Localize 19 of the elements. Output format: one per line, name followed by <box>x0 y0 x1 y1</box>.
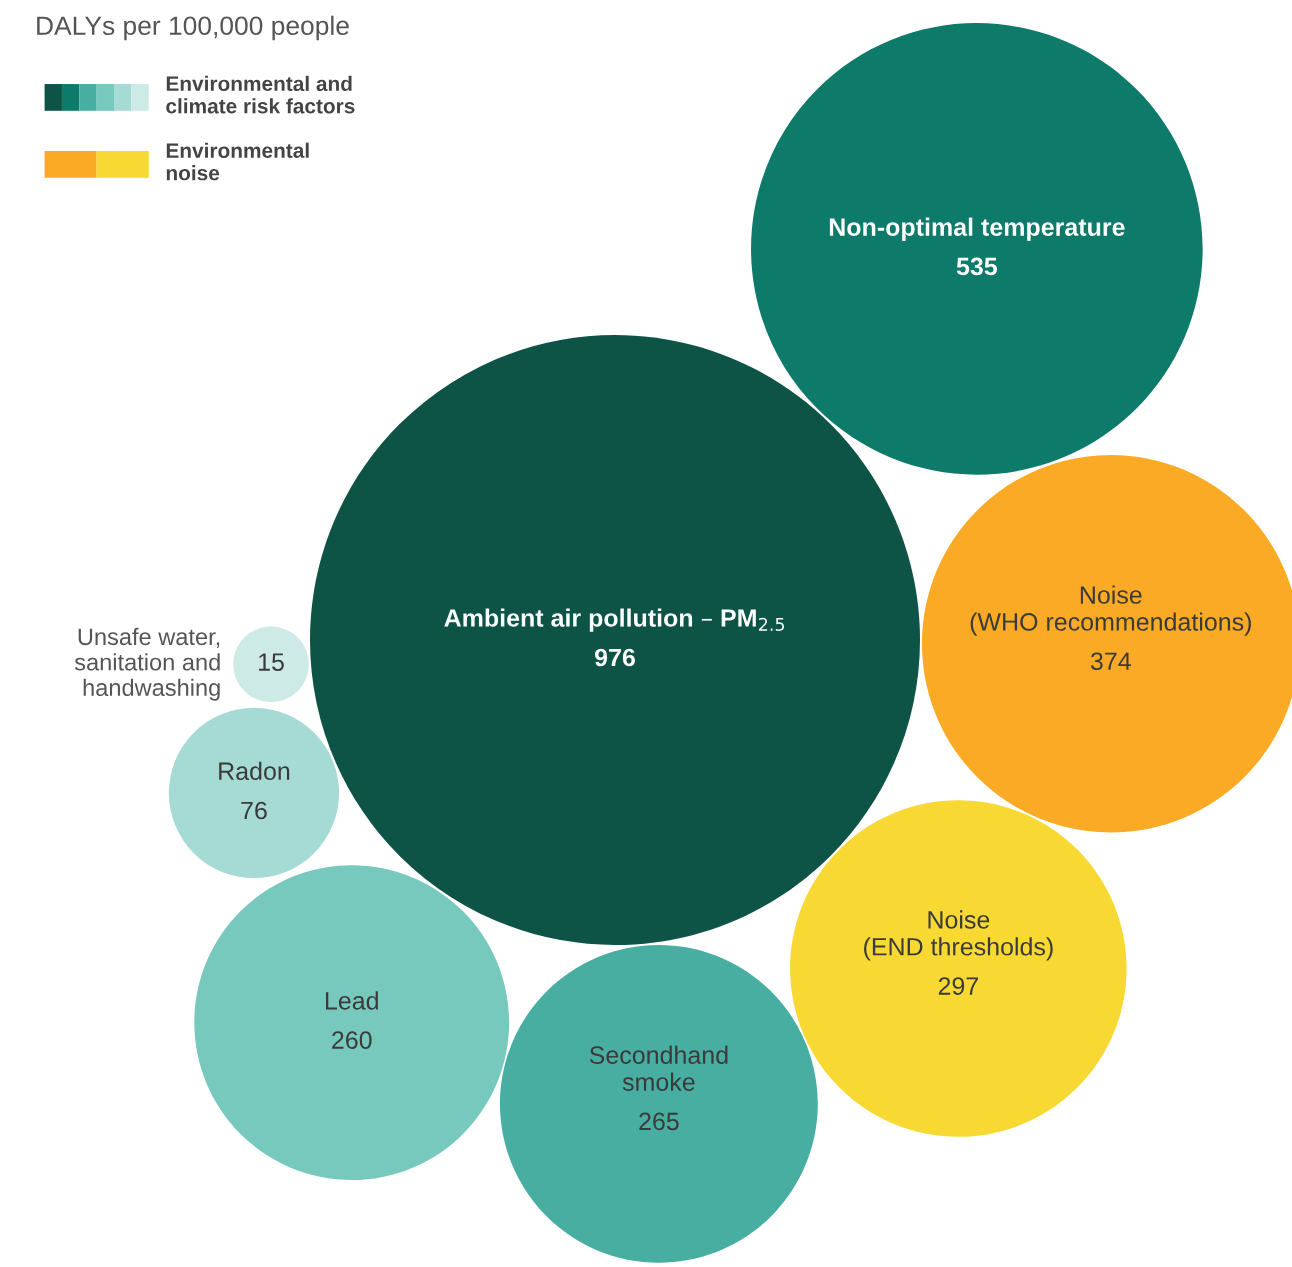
category-label: Noise (WHO recommendations) <box>970 585 1251 636</box>
data-label: 76 <box>241 801 267 820</box>
data-label: 374 <box>1090 652 1131 671</box>
category-label: Noise (END thresholds) <box>864 910 1053 961</box>
category-label: Secondhand smoke <box>589 1045 728 1091</box>
category-label: Non-optimal temperature <box>829 217 1125 241</box>
data-label: 297 <box>938 977 978 995</box>
data-label: 15 <box>259 653 284 671</box>
data-label: 535 <box>956 257 998 276</box>
category-label: Radon <box>219 761 290 781</box>
category-label: Ambient air pollution – PM$_{2.5}$ <box>444 608 785 632</box>
legend-label: Environmental and climate risk factors <box>166 75 355 114</box>
category-label: Unsafe water, sanitation and handwashing <box>74 627 220 701</box>
category-label: Lead <box>325 991 378 1010</box>
data-label: 976 <box>595 648 635 667</box>
data-label: 260 <box>332 1031 372 1049</box>
data-label: 265 <box>639 1112 679 1131</box>
legend-label: Environmental noise <box>166 142 309 181</box>
text: DALYs per 100,000 people <box>37 15 349 41</box>
